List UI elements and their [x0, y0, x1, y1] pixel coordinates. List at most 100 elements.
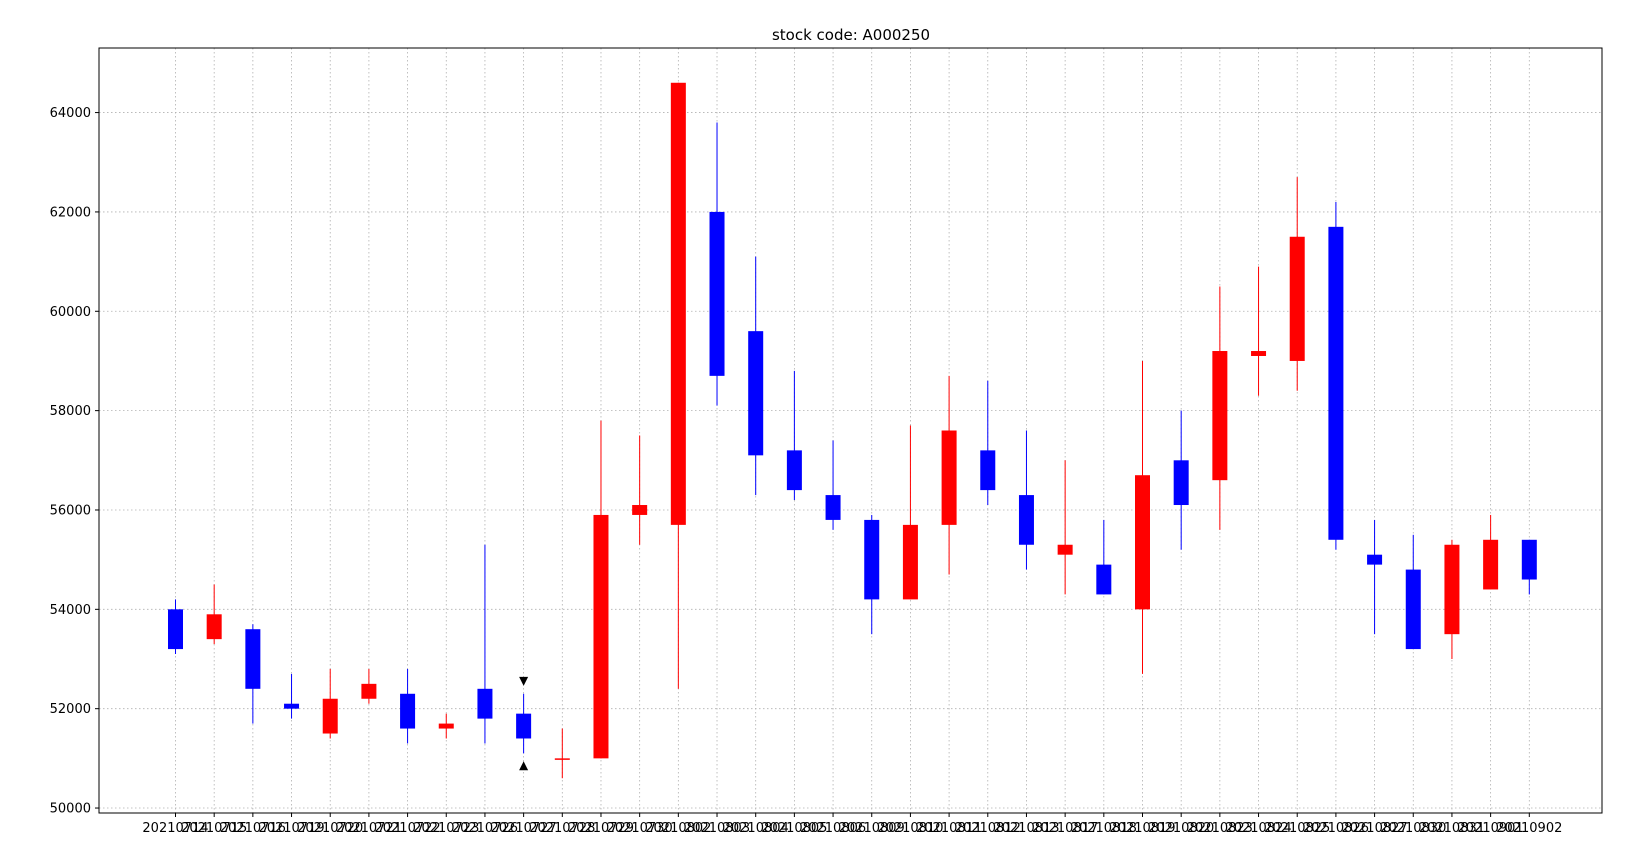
candle-body [748, 331, 764, 456]
x-tick-label: 20210804 [723, 821, 789, 836]
candle [1135, 360, 1150, 674]
candle-body [1173, 460, 1189, 506]
candle-body [1212, 351, 1228, 481]
candle-body [1251, 351, 1267, 356]
candle [1173, 410, 1189, 550]
candle [245, 624, 261, 724]
y-tick-label: 56000 [50, 503, 91, 518]
y-tick-label: 60000 [50, 305, 91, 320]
candle-body [438, 723, 454, 729]
plot-frame [98, 47, 1603, 814]
x-tick-label: 20210831 [1419, 821, 1485, 836]
candle [206, 584, 222, 645]
x-tick-label: 20210817 [1032, 821, 1098, 836]
x-tick-label: 20210722 [374, 821, 440, 836]
candle [322, 668, 338, 739]
candle [1018, 430, 1034, 570]
x-tick-label: 20210811 [916, 821, 982, 836]
triangle-up-marker [519, 761, 529, 771]
candle [825, 440, 841, 530]
candle-body [554, 758, 570, 760]
candle-body [400, 693, 416, 729]
x-tick-label: 20210830 [1380, 821, 1446, 836]
candle-body [1096, 564, 1112, 595]
y-tick-label: 62000 [50, 205, 91, 220]
candle [168, 599, 183, 655]
x-tick-label: 20210802 [645, 821, 711, 836]
x-tick-label: 20210730 [607, 821, 673, 836]
x-tick-label: 20210826 [1303, 821, 1369, 836]
x-tick-label: 20210901 [1458, 821, 1524, 836]
candle [477, 544, 493, 744]
x-tick-label: 20210729 [568, 821, 634, 836]
candle-body [941, 430, 957, 525]
candle-body [245, 629, 261, 689]
candle-body [980, 450, 996, 491]
x-tick-label: 20210902 [1496, 821, 1562, 836]
x-tick-label: 20210819 [1109, 821, 1175, 836]
candle [1057, 460, 1073, 595]
candle-body [1135, 475, 1150, 610]
candle [709, 122, 725, 406]
candle [400, 668, 416, 744]
candle [1328, 201, 1344, 550]
candle-body [1444, 544, 1460, 635]
candle [864, 514, 880, 635]
x-tick-label: 20210809 [839, 821, 905, 836]
candle [361, 668, 377, 704]
x-tick-label: 20210728 [529, 821, 595, 836]
candle-body [361, 683, 377, 699]
x-tick-label: 20210726 [452, 821, 518, 836]
y-tick-label: 64000 [50, 106, 91, 121]
candle-body [516, 713, 532, 739]
candle-body [1483, 539, 1499, 590]
candle [1521, 539, 1537, 595]
candle-body [593, 514, 609, 759]
y-tick-label: 58000 [50, 404, 91, 419]
x-tick-label: 20210818 [1071, 821, 1137, 836]
candle [670, 82, 686, 689]
candle-body [1328, 226, 1344, 540]
candle-body [709, 211, 725, 376]
x-tick-label: 20210813 [993, 821, 1059, 836]
candle-body [322, 698, 338, 734]
x-tick-label: 20210719 [258, 821, 324, 836]
x-tick-label: 20210715 [181, 821, 247, 836]
x-tick-label: 20210727 [491, 821, 557, 836]
x-tick-label: 20210803 [684, 821, 750, 836]
candle [554, 728, 570, 779]
candle [1483, 514, 1499, 590]
candle-body [632, 505, 648, 515]
x-tick-label: 20210806 [800, 821, 866, 836]
x-tick-label: 20210714 [142, 821, 208, 836]
candles-layer [168, 82, 1537, 779]
candle [1405, 534, 1421, 650]
triangle-down-marker [519, 676, 529, 686]
candle-body [1521, 539, 1537, 580]
candle-body [284, 703, 300, 709]
x-axis: 2021071420210715202107162021071920210720… [142, 813, 1562, 836]
candle [1289, 177, 1305, 391]
y-tick-label: 52000 [50, 702, 91, 717]
x-tick-label: 20210721 [336, 821, 402, 836]
x-tick-label: 20210812 [955, 821, 1021, 836]
candle-body [670, 82, 686, 525]
candle [516, 693, 532, 754]
x-tick-label: 20210825 [1264, 821, 1330, 836]
candle-body [1289, 236, 1305, 361]
candle-body [1057, 544, 1073, 555]
y-tick-label: 50000 [50, 802, 91, 817]
candle [632, 435, 648, 545]
candle-body [1367, 554, 1383, 565]
candle-body [206, 614, 222, 640]
candle [1367, 519, 1383, 635]
markers-layer [519, 676, 529, 771]
candle-body [1405, 569, 1421, 650]
candle [1251, 266, 1267, 396]
candle [1096, 519, 1112, 595]
y-axis: 50000 52000 54000 56000 58000 60000 62000 64000 [50, 106, 99, 817]
candle-body [864, 519, 880, 600]
x-tick-label: 20210720 [297, 821, 363, 836]
candle [438, 713, 454, 739]
